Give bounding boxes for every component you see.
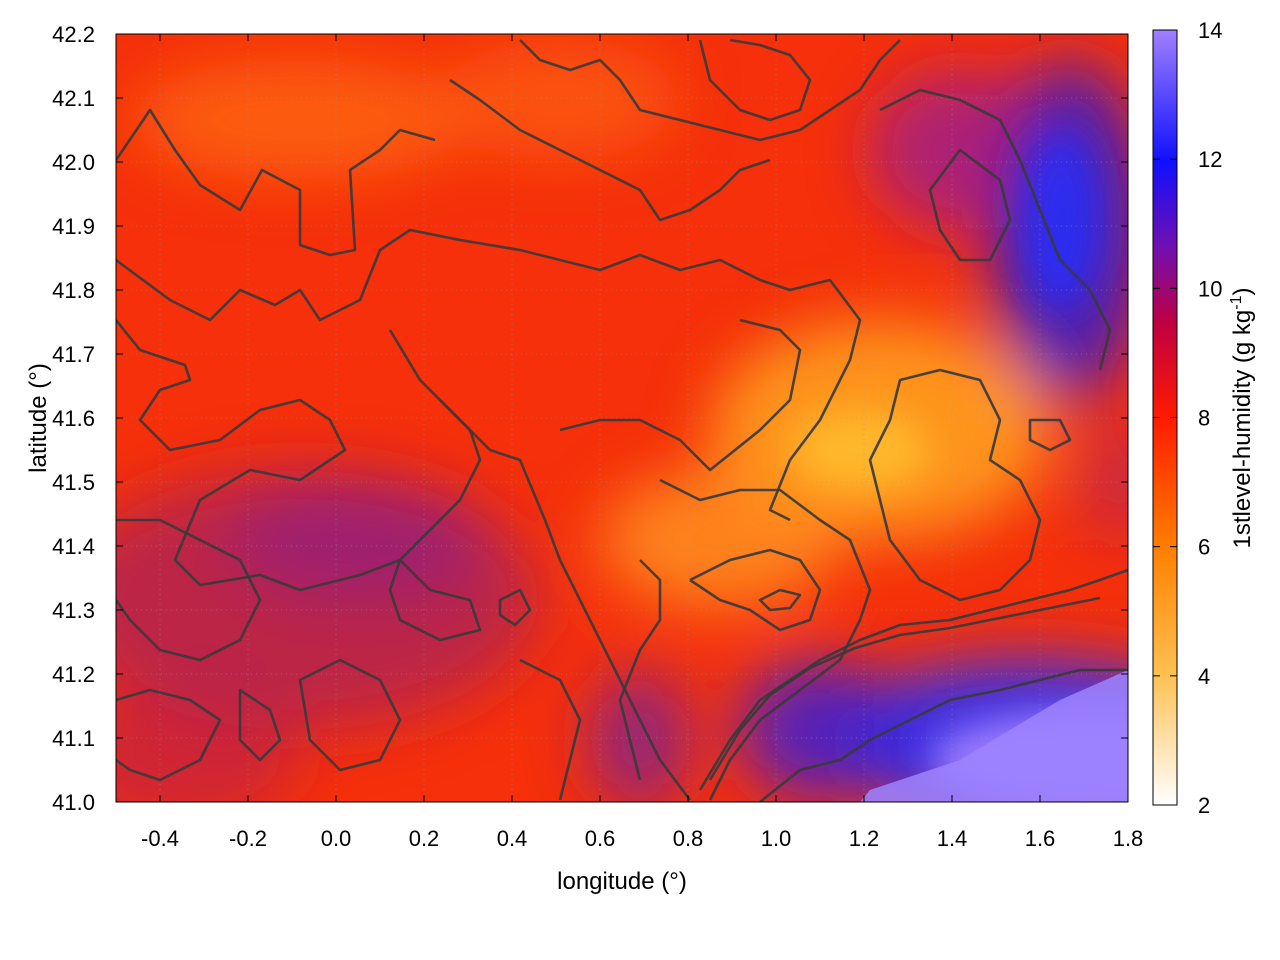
x-tick-label: 1.8 xyxy=(1113,826,1144,851)
contour-line xyxy=(298,658,402,772)
contour-line xyxy=(116,688,222,782)
contour-line xyxy=(116,319,482,592)
contour-line xyxy=(238,688,282,762)
contour-line xyxy=(498,588,532,627)
contour-line xyxy=(449,78,771,222)
y-tick-label: 41.3 xyxy=(52,598,95,623)
y-tick-label: 41.7 xyxy=(52,342,95,367)
contour-line xyxy=(559,318,802,472)
contour-line xyxy=(519,39,901,142)
colorbar-tick-label: 10 xyxy=(1198,276,1222,301)
y-axis-title: latitude (°) xyxy=(25,363,52,473)
colorbar-title: 1stlevel-humidity (g kg-1) xyxy=(1228,288,1256,549)
y-tick-label: 41.2 xyxy=(52,662,95,687)
contour-line xyxy=(116,108,436,257)
colorbar-tick-label: 8 xyxy=(1198,406,1210,431)
x-tick-label: 0.4 xyxy=(497,826,528,851)
contour-line xyxy=(879,88,1112,371)
contour-line xyxy=(698,568,1128,791)
y-tick-label: 41.6 xyxy=(52,406,95,431)
x-tick-label: 0.2 xyxy=(409,826,440,851)
contour-line xyxy=(116,228,862,522)
x-tick-label: 1.2 xyxy=(849,826,880,851)
colorbar-ticks: 2 4 6 8 10 12 14 xyxy=(1153,18,1222,818)
colorbar-tick-label: 14 xyxy=(1198,18,1222,43)
x-tick-label: 1.6 xyxy=(1025,826,1056,851)
x-tick-label: 1.4 xyxy=(937,826,968,851)
contour-line xyxy=(758,588,802,612)
x-tick-label: 0.6 xyxy=(585,826,616,851)
colorbar-tick-label: 12 xyxy=(1198,147,1222,172)
colorbar-title-sup: -1 xyxy=(1228,295,1245,309)
contours xyxy=(116,38,1128,802)
heatmap-field xyxy=(116,34,1128,802)
y-tick-label: 41.4 xyxy=(52,534,95,559)
y-tick-label: 42.1 xyxy=(52,86,95,111)
x-tick-label: -0.2 xyxy=(229,826,267,851)
y-tick-label: 41.9 xyxy=(52,214,95,239)
colorbar-tick-label: 6 xyxy=(1198,535,1210,560)
x-tick-label: 1.0 xyxy=(761,826,792,851)
contour-line xyxy=(388,558,482,642)
y-tick-label: 41.5 xyxy=(52,470,95,495)
contour-line xyxy=(618,559,662,781)
colorbar: 2 4 6 8 10 12 14 1stlevel-humidity (g kg-1) xyxy=(1152,18,1256,818)
contour-line xyxy=(659,478,872,801)
contour-line xyxy=(388,329,692,801)
contour-line xyxy=(708,596,1101,781)
y-tick-label: 42.0 xyxy=(52,150,95,175)
x-tick-label: -0.4 xyxy=(141,826,179,851)
contour-line xyxy=(759,668,1128,802)
contour-line xyxy=(868,368,1042,602)
contour-line xyxy=(1028,418,1072,452)
x-tick-label: 0.0 xyxy=(321,826,352,851)
y-tick-label: 41.8 xyxy=(52,278,95,303)
grid xyxy=(116,34,1128,802)
contour-line xyxy=(116,518,262,662)
x-tick-label: 0.8 xyxy=(673,826,704,851)
contour-line xyxy=(689,548,822,632)
contour-line xyxy=(928,148,1012,262)
contour-line xyxy=(519,658,582,801)
contour-line xyxy=(698,38,812,122)
colorbar-title-end: ) xyxy=(1229,288,1256,296)
y-axis: 41.0 41.1 41.2 41.3 41.4 41.5 41.6 41.7 41.8 41.9… xyxy=(52,22,1128,815)
y-tick-label: 42.2 xyxy=(52,22,95,47)
y-tick-label: 41.0 xyxy=(52,790,95,815)
colorbar-tick-label: 2 xyxy=(1198,793,1210,818)
colorbar-tick-label: 4 xyxy=(1198,664,1210,689)
colorbar-title-main: 1stlevel-humidity (g kg xyxy=(1229,310,1256,549)
x-axis-title: longitude (°) xyxy=(557,868,687,895)
x-axis: -0.4 -0.2 0.0 0.2 0.4 0.6 0.8 1.0 1.2 1.4 1.6 1.8 xyxy=(141,34,1143,851)
y-tick-label: 41.1 xyxy=(52,726,95,751)
